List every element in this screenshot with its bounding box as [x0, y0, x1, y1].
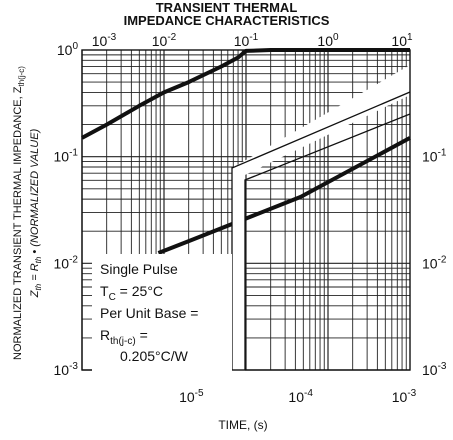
- right-y-tick-label: 10-3: [422, 361, 447, 378]
- plot-break-band: [231, 65, 411, 371]
- left-y-tick-label: 10-2: [54, 254, 79, 271]
- top-x-tick-label: 10-2: [152, 32, 177, 49]
- top-x-tick-label: 10-1: [234, 32, 259, 49]
- left-y-tick-label: 10-1: [54, 148, 79, 165]
- break-mask-diagonal: [232, 65, 410, 175]
- left-y-tick-label: 10-3: [54, 361, 79, 378]
- plot-border: [81, 49, 411, 371]
- top-x-tick-label: 101: [391, 32, 413, 49]
- break-edge-right: [244, 113, 411, 370]
- bottom-x-tick-label: 10-4: [288, 388, 313, 405]
- bottom-x-tick-label: 10-5: [179, 388, 204, 405]
- lower-panel-curve: [157, 136, 411, 255]
- break-mask-vertical: [232, 175, 245, 371]
- y-axis-label: NORMALIZED TRANSIENT THERMAL IMPEDANCE, …: [12, 66, 43, 360]
- bottom-x-tick-label: 10-3: [392, 388, 417, 405]
- top-x-tick-label: 10-3: [92, 32, 117, 49]
- left-y-tick-label: 100: [57, 41, 79, 58]
- x-axis-label: TIME, (s): [218, 418, 268, 432]
- top-x-tick-label: 100: [317, 32, 339, 49]
- chart-title-line-1: TRANSIENT THERMAL: [155, 0, 298, 15]
- tick-labels: 10-3 10-2 10-1 100 101 10-5 10-4 10-3 100 10-1 10-…: [54, 32, 447, 405]
- annotation-case-temperature: TC = 25°C: [100, 283, 163, 303]
- right-y-tick-label: 10-1: [422, 148, 447, 165]
- y-axis-label-line-2: Zth = Rth • (NORMALIZED VALUE): [29, 128, 43, 298]
- annotation-rth-value: 0.205°C/W: [120, 348, 189, 364]
- annotation-background: [92, 254, 232, 372]
- annotation-box: Single Pulse TC = 25°C Per Unit Base = Rth(…: [92, 254, 232, 372]
- plot-frame: [81, 49, 411, 371]
- annotation-single-pulse: Single Pulse: [100, 261, 178, 277]
- annotation-rth: Rth(j-c) =: [100, 327, 148, 347]
- annotation-per-unit-base: Per Unit Base =: [100, 305, 198, 321]
- chart-title-line-2: IMPEDANCE CHARACTERISTICS: [123, 13, 330, 28]
- y-axis-label-line-1: NORMALIZED TRANSIENT THERMAL IMPEDANCE, …: [12, 66, 26, 360]
- right-y-tick-label: 10-2: [422, 254, 447, 271]
